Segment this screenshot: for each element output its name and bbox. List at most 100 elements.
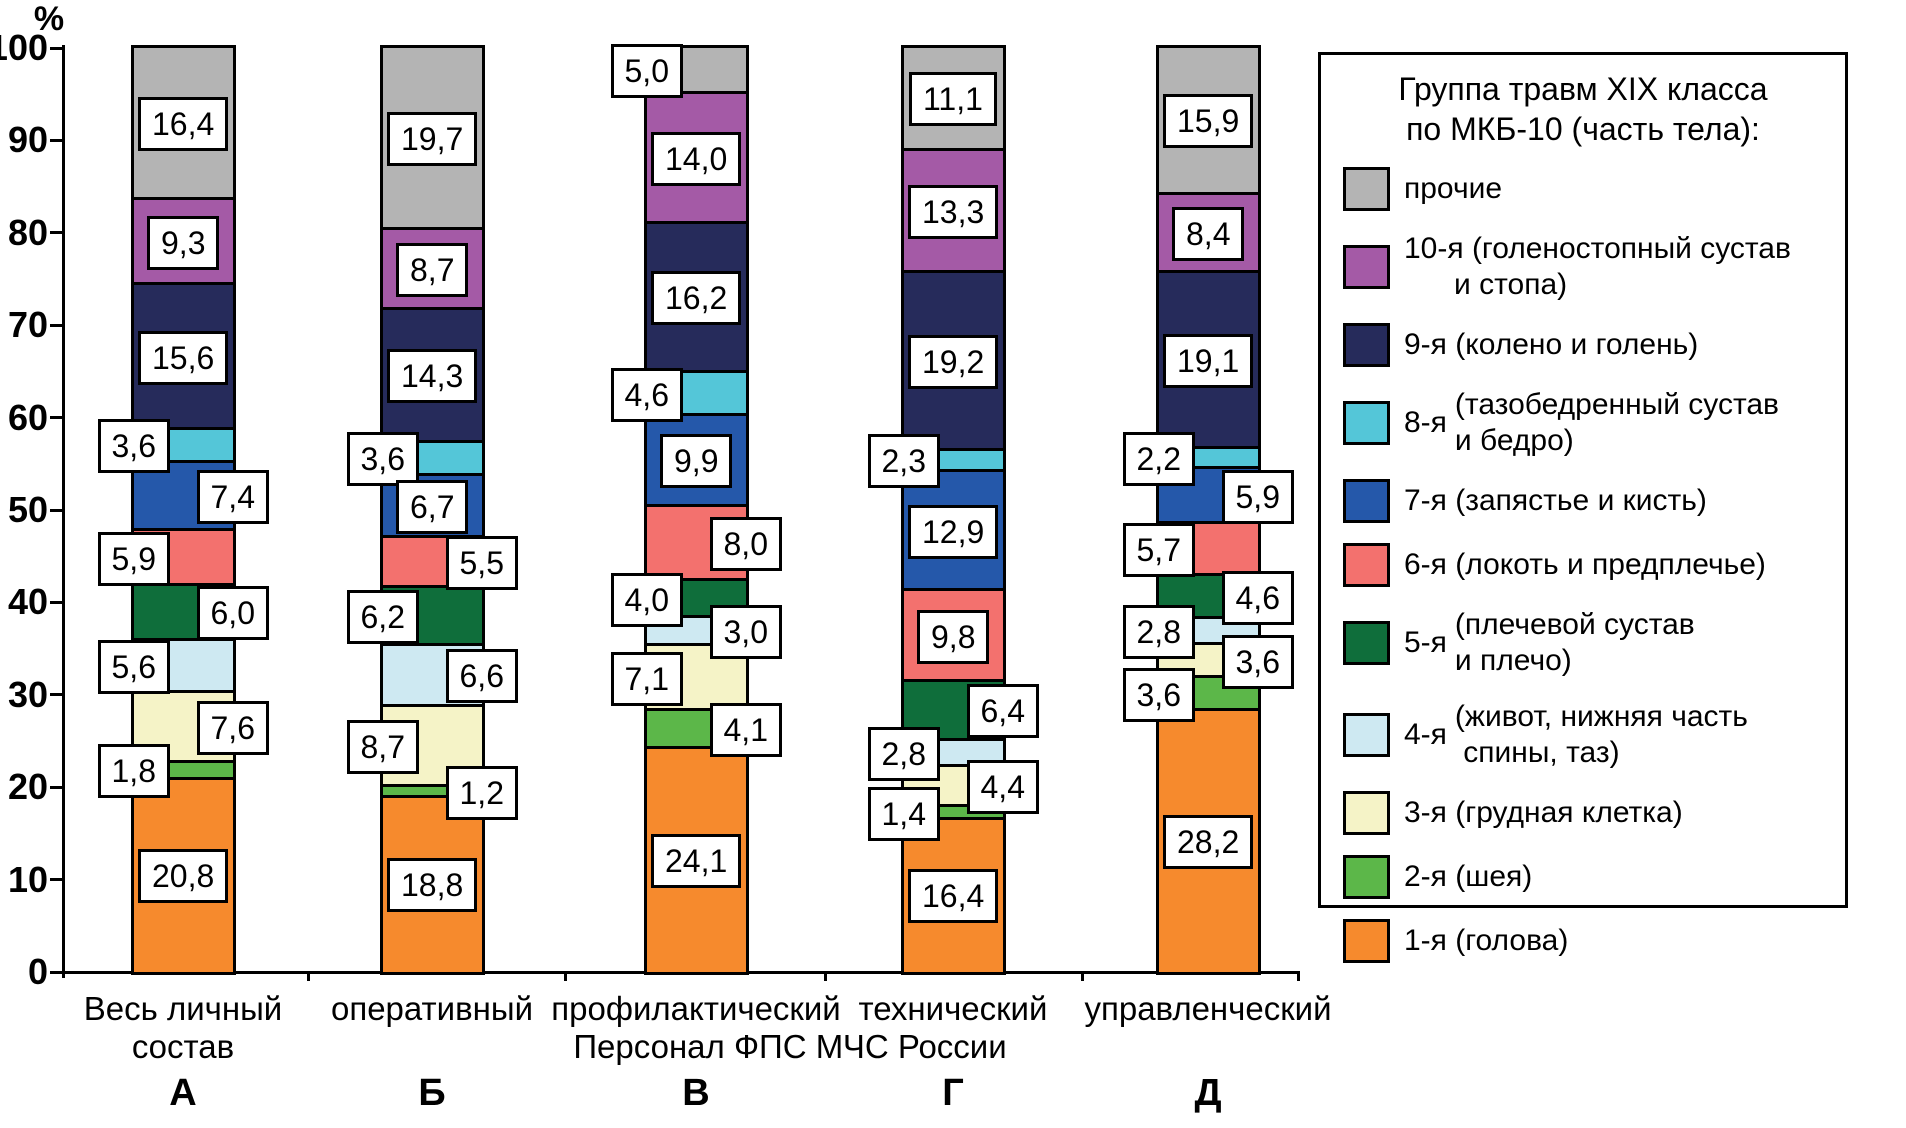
- value-callout-0-5: 5,9: [97, 531, 170, 586]
- y-tick-label-0: 0: [27, 951, 48, 992]
- y-tick-label-80: 80: [7, 211, 48, 253]
- legend-item-1: 10-я (голеностопный сустав и стопа): [1343, 231, 1839, 303]
- y-tick-label-90: 90: [7, 119, 48, 161]
- legend-item-prefix-7: 4-я: [1404, 718, 1447, 751]
- legend-item-prefix-3: 8-я: [1404, 406, 1447, 439]
- value-callout-3-9: 1,4: [867, 786, 940, 841]
- y-tick-label-10: 10: [7, 858, 48, 900]
- legend-item-label-5: 6-я (локоть и предплечье): [1404, 548, 1766, 581]
- value-callout-0-7: 5,6: [97, 640, 170, 695]
- x-tick-4: [1297, 971, 1300, 981]
- x-tick-2: [824, 971, 827, 981]
- value-callout-3-7: 2,8: [867, 726, 940, 781]
- y-axis-line: [62, 45, 65, 978]
- value-callout-1-5: 5,5: [445, 536, 518, 591]
- value-callout-4-0: 15,9: [1163, 94, 1254, 149]
- value-callout-0-3: 3,6: [97, 419, 170, 474]
- y-tick-90: [50, 138, 63, 142]
- legend-swatch-3: [1343, 401, 1390, 445]
- value-callout-3-4: 12,9: [908, 504, 999, 559]
- value-callout-2-3: 4,6: [610, 367, 683, 422]
- legend-swatch-9: [1343, 855, 1390, 899]
- y-tick-label-70: 70: [7, 304, 48, 346]
- legend-item-10: 1-я (голова): [1343, 919, 1839, 963]
- category-label-2: профилактический: [551, 990, 841, 1027]
- value-callout-1-0: 19,7: [387, 112, 478, 166]
- y-tick-label-30: 30: [7, 673, 48, 715]
- category-letter-2: В: [682, 1072, 710, 1114]
- value-callout-2-7: 3,0: [709, 604, 782, 659]
- x-axis-title: Персонал ФПС МЧС России: [573, 1028, 1007, 1065]
- legend-item-4: 7-я (запястье и кисть): [1343, 479, 1839, 523]
- y-axis-unit-label: %: [33, 0, 65, 38]
- y-tick-100: [50, 46, 63, 50]
- legend-item-2: 9-я (колено и голень): [1343, 323, 1839, 367]
- value-callout-3-0: 11,1: [909, 72, 997, 127]
- value-callout-3-5: 9,8: [917, 609, 990, 664]
- legend-swatch-8: [1343, 791, 1390, 835]
- bar-1-segment-9: [382, 787, 482, 799]
- value-callout-2-8: 7,1: [610, 651, 683, 706]
- value-callout-1-3: 3,6: [346, 432, 419, 487]
- legend-item-label-3: (тазобедренный сустав и бедро): [1454, 388, 1779, 457]
- legend-title: Группа травм XIX класса по МКБ-10 (часть…: [1398, 71, 1768, 147]
- y-tick-label-100: 100: [0, 27, 48, 68]
- category-letter-1: Б: [418, 1072, 446, 1114]
- legend-item-prefix-6: 5-я: [1404, 626, 1447, 659]
- legend-item-5: 6-я (локоть и предплечье): [1343, 543, 1839, 587]
- y-tick-label-20: 20: [7, 766, 48, 808]
- value-callout-3-1: 13,3: [908, 185, 999, 239]
- legend-item-label-2: 9-я (колено и голень): [1404, 328, 1699, 361]
- category-label-1: оперативный: [330, 990, 533, 1027]
- value-callout-3-3: 2,3: [867, 434, 940, 489]
- value-callout-3-10: 16,4: [908, 869, 999, 924]
- value-callout-2-2: 16,2: [651, 271, 742, 326]
- value-callout-1-7: 6,6: [445, 649, 518, 704]
- value-callout-4-2: 19,1: [1163, 333, 1254, 388]
- value-callout-2-9: 4,1: [709, 703, 782, 758]
- value-callout-1-8: 8,7: [346, 720, 419, 774]
- value-callout-1-10: 18,8: [387, 858, 478, 913]
- legend-item-0: прочие: [1343, 167, 1839, 211]
- value-callout-2-0: 5,0: [610, 44, 683, 99]
- legend-item-7: 4-я (живот, нижняя часть спины, таз): [1343, 699, 1839, 771]
- legend-swatch-4: [1343, 479, 1390, 523]
- legend-item-label-6: (плечевой сустав и плечо): [1454, 608, 1695, 677]
- x-tick-3: [1081, 971, 1084, 981]
- legend-item-8: 3-я (грудная клетка): [1343, 791, 1839, 835]
- value-callout-1-4: 6,7: [396, 479, 469, 534]
- y-tick-10: [50, 878, 63, 882]
- legend-item-6: 5-я (плечевой сустав и плечо): [1343, 607, 1839, 679]
- category-label-3: технический: [858, 990, 1048, 1027]
- legend-item-label-7: (живот, нижняя часть спины, таз): [1454, 700, 1748, 769]
- y-tick-50: [50, 508, 63, 512]
- value-callout-1-9: 1,2: [445, 765, 518, 820]
- category-letter-4: Д: [1194, 1072, 1222, 1114]
- y-tick-60: [50, 416, 63, 420]
- legend-item-label-8: 3-я (грудная клетка): [1404, 796, 1683, 829]
- value-callout-0-4: 7,4: [196, 470, 269, 525]
- legend-item-label-4: 7-я (запястье и кисть): [1404, 484, 1707, 517]
- value-callout-0-6: 6,0: [196, 586, 269, 641]
- y-tick-label-60: 60: [7, 396, 48, 438]
- value-callout-4-1: 8,4: [1172, 206, 1245, 261]
- legend-items: прочие 10-я (голеностопный сустав и стопа…: [1321, 149, 1845, 963]
- y-tick-70: [50, 323, 63, 327]
- y-tick-40: [50, 600, 63, 604]
- value-callout-2-4: 9,9: [660, 434, 733, 489]
- value-callout-1-2: 14,3: [387, 349, 478, 404]
- legend-swatch-1: [1343, 245, 1390, 289]
- value-callout-3-6: 6,4: [966, 684, 1039, 739]
- category-label-4: управленческий: [1084, 990, 1332, 1027]
- y-tick-30: [50, 693, 63, 697]
- y-tick-0: [50, 970, 63, 974]
- value-callout-4-8: 3,6: [1221, 634, 1294, 689]
- value-callout-2-5: 8,0: [709, 517, 782, 572]
- category-label-0: Весь личный состав: [83, 990, 283, 1065]
- legend-item-9: 2-я (шея): [1343, 855, 1839, 899]
- category-letter-3: Г: [942, 1072, 964, 1114]
- value-callout-0-1: 9,3: [147, 215, 220, 270]
- value-callout-1-1: 8,7: [396, 243, 469, 298]
- value-callout-0-10: 20,8: [138, 848, 229, 903]
- value-callout-1-6: 6,2: [346, 590, 419, 645]
